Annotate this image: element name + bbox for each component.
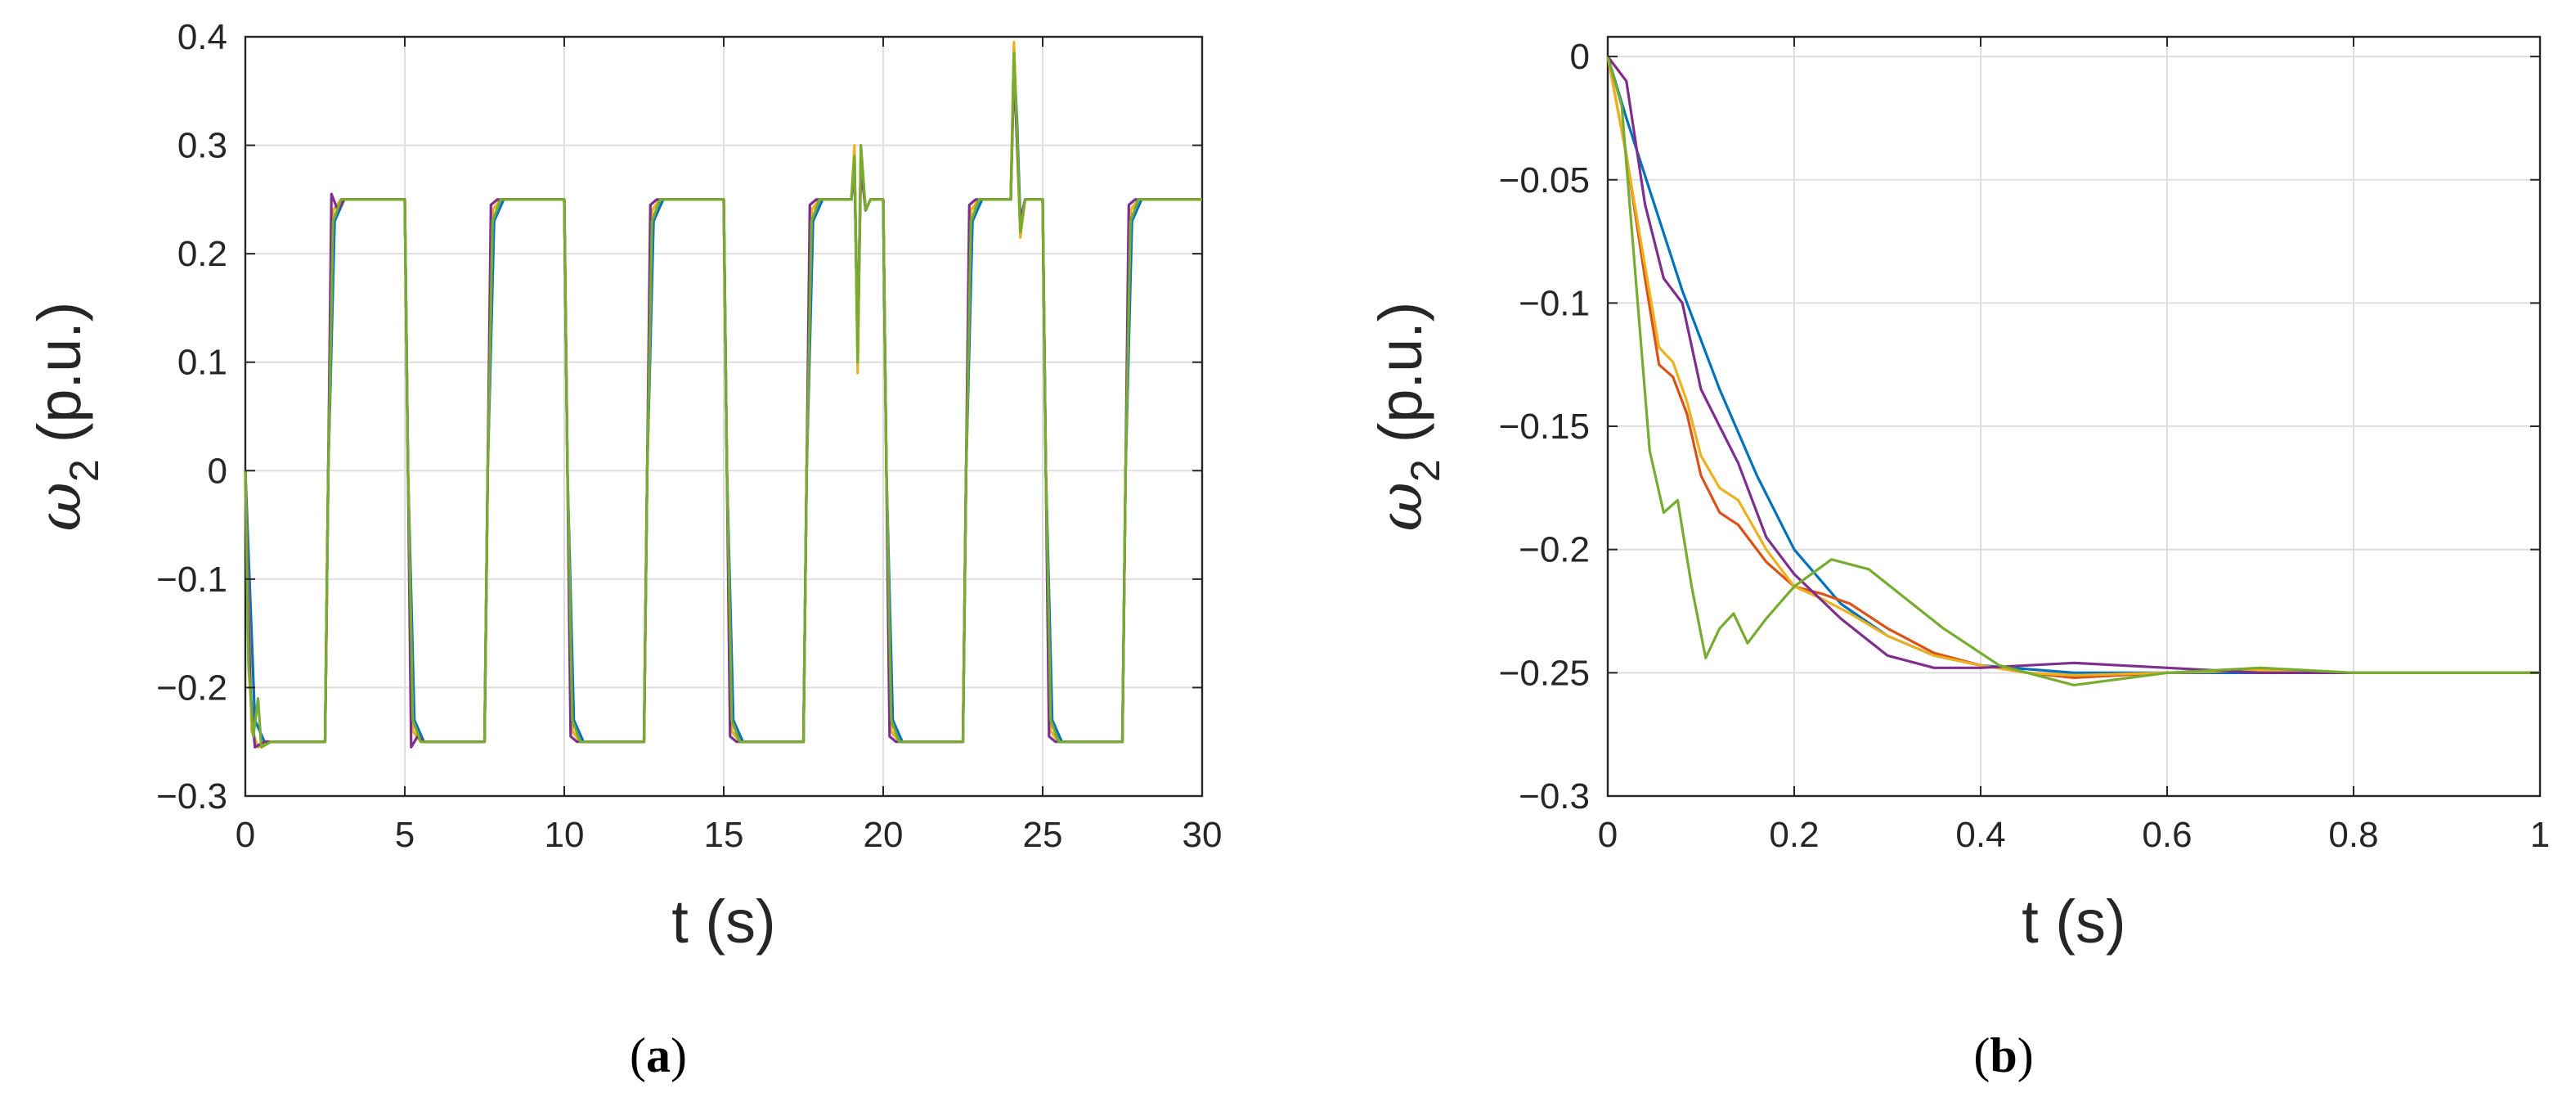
panel-b-x-tick-labels: 0 0.2 0.4 0.6 0.8 1 [1598,37,2550,855]
panel-b-x-tick-label: 0.4 [1955,815,2005,855]
panel-b-y-tick-label: −0.2 [1519,530,1590,570]
panel-a-y-axis-label-symbol: ω [25,482,95,531]
panel-a-caption-letter: a [646,1028,671,1082]
panel-a-x-tick-labels: 0 5 10 15 20 25 30 [236,37,1223,855]
panel-b: 0 0.2 0.4 0.6 0.8 1 −0.3−0.25−0.2−0.15−0.1−0.… [1366,35,2550,1082]
panel-a-x-tick-label: 15 [704,815,744,855]
panel-a: 0 5 10 15 20 25 30 −0.3 −0.2 −0.1 0 0.1 0.2 0.3 0.4 t… [25,17,1222,1082]
panel-a-y-tick-label: −0.1 [156,560,227,600]
panel-b-y-axis-label: ω2 (p.u.) [1366,302,1448,532]
panel-b-x-tick-label: 1 [2530,815,2550,855]
panel-b-series-green [1606,56,2540,687]
panel-b-series-blue [1606,56,2540,675]
panel-a-x-tick-label: 10 [545,815,585,855]
panel-a-x-tick-label: 30 [1183,815,1223,855]
panel-a-x-axis-label: t (s) [671,888,775,956]
panel-a-x-tick-label: 5 [395,815,415,855]
panel-b-y-axis-label-unit: (p.u.) [1367,302,1434,443]
panel-a-y-tick-label: 0.4 [177,17,227,57]
panel-a-caption-close: ) [671,1028,687,1082]
panel-a-y-tick-label: 0.2 [177,234,227,274]
panel-a-y-tick-label: 0 [208,451,227,491]
panel-b-y-tick-label: −0.05 [1499,160,1590,200]
panel-b-caption-letter: b [1990,1028,2017,1082]
panel-a-series-green [244,52,1202,749]
panel-a-x-tick-label: 20 [864,815,904,855]
panel-a-x-tick-label: 25 [1023,815,1063,855]
panel-a-y-axis-label-unit: (p.u.) [25,302,93,443]
panel-b-y-axis-label-symbol: ω [1366,482,1436,531]
panel-b-caption: (b) [1973,1028,2033,1082]
panel-b-x-axis-label: t (s) [2022,888,2125,956]
panel-b-caption-close: ) [2017,1028,2034,1082]
panel-b-x-tick-label: 0.8 [2328,815,2378,855]
panel-a-y-tick-label: −0.3 [156,776,227,816]
panel-b-y-tick-label: −0.25 [1499,653,1590,693]
panel-b-y-axis-label-subscript: 2 [1402,459,1448,482]
panel-a-caption-open: ( [630,1028,646,1082]
panel-b-series-yellow [1606,56,2540,677]
panel-a-x-tick-label: 0 [236,815,255,855]
panel-a-series [244,40,1202,749]
panel-b-x-tick-label: 0 [1598,815,1618,855]
panel-b-x-tick-label: 0.2 [1769,815,1819,855]
panel-a-y-axis-label-subscript: 2 [61,459,107,482]
panel-a-y-tick-label: 0.1 [177,343,227,383]
panel-b-y-tick-label: −0.1 [1519,283,1590,323]
panel-a-y-tick-label: −0.2 [156,668,227,708]
panel-a-y-tick-label: 0.3 [177,126,227,166]
panel-b-y-tick-label: 0 [1570,37,1590,77]
panel-b-series-purple [1606,56,2540,675]
panel-a-y-tick-labels: −0.3 −0.2 −0.1 0 0.1 0.2 0.3 0.4 [156,17,1202,816]
panel-b-y-tick-labels: −0.3 −0.25 −0.2 −0.15 −0.1 −0.05 0 [1499,37,2540,816]
panel-b-x-tick-label: 0.6 [2142,815,2192,855]
panel-b-y-tick-label: −0.3 [1519,776,1590,816]
panel-b-axes-box [1606,35,2542,798]
panel-b-y-tick-label: −0.15 [1499,407,1590,447]
panel-a-y-axis-label: ω2 (p.u.) [25,302,107,532]
panel-b-series [1606,56,2540,687]
panel-a-caption: (a) [630,1028,687,1082]
panel-b-caption-open: ( [1973,1028,1990,1082]
